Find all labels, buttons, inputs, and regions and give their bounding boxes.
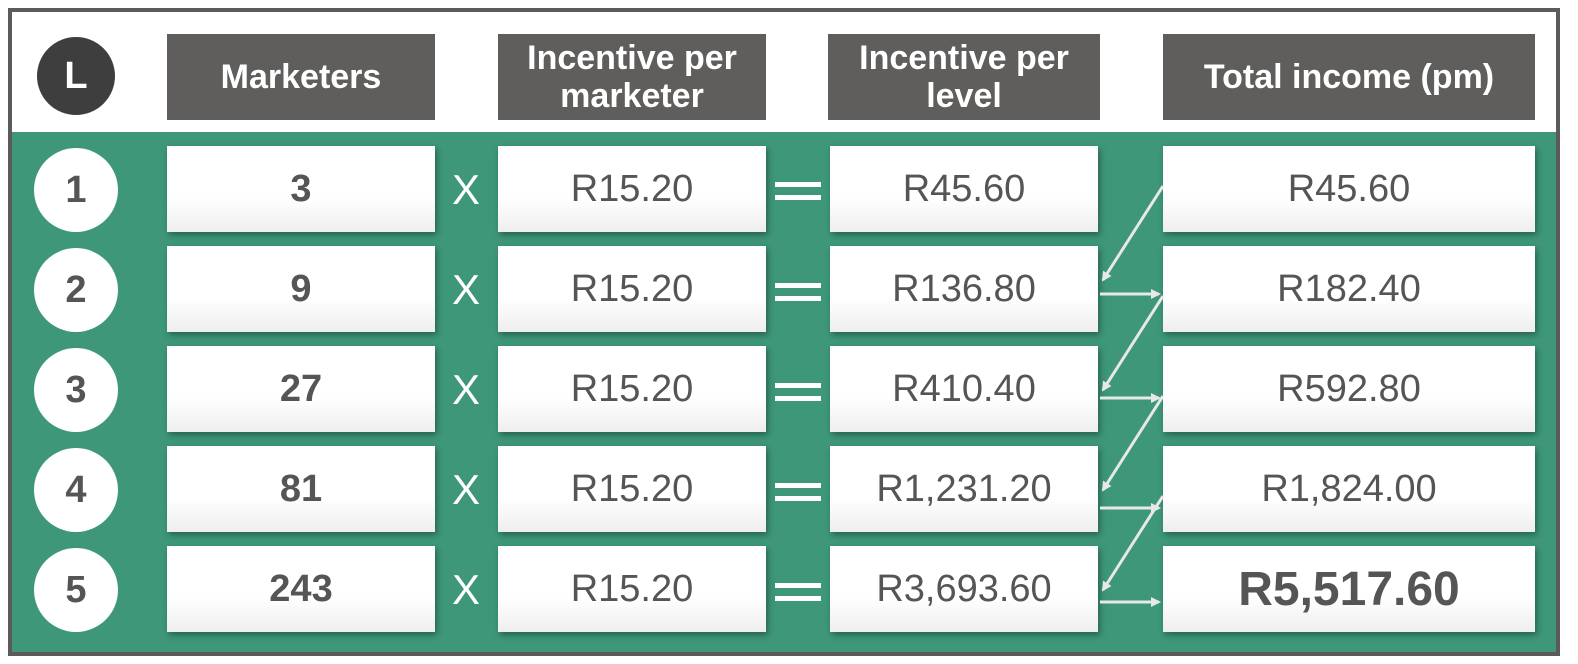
equals-sign [775, 483, 821, 501]
header-total-income: Total income (pm) [1163, 34, 1535, 120]
marketers-count: 81 [167, 446, 435, 532]
multiply-sign: X [451, 466, 480, 513]
incentive-per-level-value: R1,231.20 [830, 446, 1098, 532]
level-number: 1 [65, 168, 87, 211]
incentive-per-marketer-value: R15.20 [498, 246, 766, 332]
diagonal-arrow [1101, 185, 1165, 282]
multiply-sign: X [451, 166, 480, 213]
multiply-sign: X [451, 566, 480, 613]
total-income-value: R182.40 [1163, 246, 1535, 332]
marketers-count: 27 [167, 346, 435, 432]
level-badge: 4 [34, 448, 118, 532]
total-income-value: R45.60 [1163, 146, 1535, 232]
incentive-per-marketer-value: R15.20 [498, 446, 766, 532]
level-number: 2 [65, 268, 87, 311]
grand-total-value: R5,517.60 [1163, 546, 1535, 632]
level-badge: 1 [34, 148, 118, 232]
header-marketers: Marketers [167, 34, 435, 120]
incentive-per-marketer-value: R15.20 [498, 546, 766, 632]
diagonal-arrow [1101, 495, 1165, 592]
equals-sign [775, 583, 821, 601]
level-number: 3 [65, 368, 87, 411]
multiply-sign: X [451, 366, 480, 413]
level-header-badge: L [34, 34, 118, 118]
marketers-count: 9 [167, 246, 435, 332]
incentive-per-level-value: R45.60 [830, 146, 1098, 232]
equals-sign [775, 383, 821, 401]
incentive-per-marketer-value: R15.20 [498, 146, 766, 232]
level-number: 4 [65, 468, 87, 511]
total-income-value: R1,824.00 [1163, 446, 1535, 532]
flow-arrows [1100, 185, 1165, 607]
total-income-value: R592.80 [1163, 346, 1535, 432]
incentive-per-marketer-value: R15.20 [498, 346, 766, 432]
level-header-label: L [64, 54, 88, 97]
level-badge: 5 [34, 548, 118, 632]
incentive-per-level-value: R410.40 [830, 346, 1098, 432]
level-badge: 3 [34, 348, 118, 432]
incentive-per-level-value: R3,693.60 [830, 546, 1098, 632]
marketers-count: 3 [167, 146, 435, 232]
header-incentive-per-level: Incentive per level [828, 34, 1100, 120]
diagonal-arrow [1101, 295, 1165, 392]
multiply-sign: X [451, 266, 480, 313]
equals-sign [775, 182, 821, 200]
marketers-count: 243 [167, 546, 435, 632]
diagonal-arrow [1101, 395, 1165, 492]
header-incentive-per-marketer: Incentive per marketer [498, 34, 766, 120]
level-badge: 2 [34, 248, 118, 332]
income-table: L Marketers Incentive per marketer Incen… [8, 8, 1560, 656]
equals-sign [775, 283, 821, 301]
incentive-per-level-value: R136.80 [830, 246, 1098, 332]
level-number: 5 [65, 568, 87, 611]
